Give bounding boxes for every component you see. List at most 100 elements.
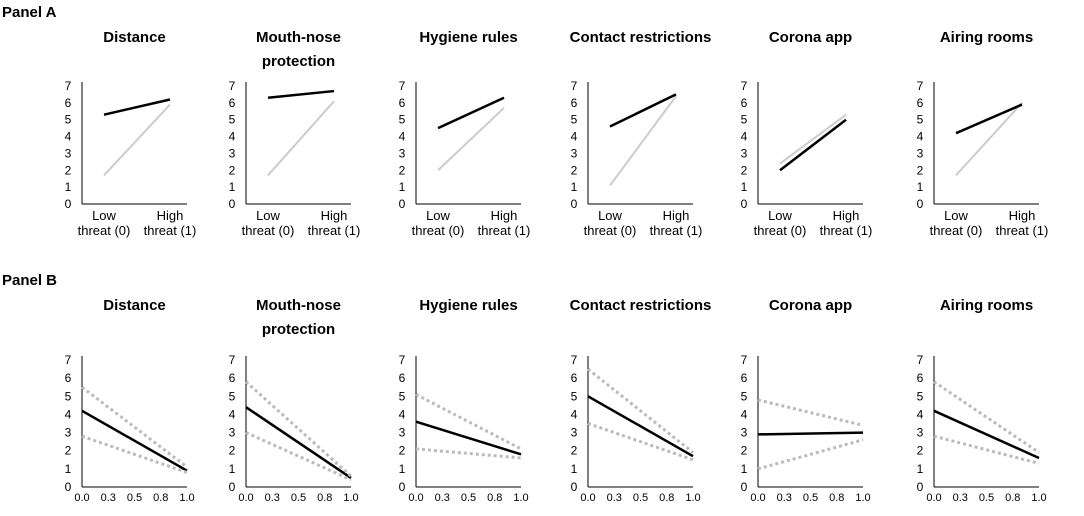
panel-b-label: Panel B: [2, 272, 58, 289]
chart-title-a1: Distance: [50, 26, 220, 50]
chart-title-line: Contact restrictions: [569, 297, 712, 314]
chart-title-line: Airing rooms: [939, 297, 1034, 314]
x-category-label: threat (1): [650, 223, 703, 238]
y-tick-label: 6: [399, 96, 406, 110]
y-tick-label: 5: [917, 389, 924, 403]
estimate-line: [245, 406, 352, 479]
estimate-line: [757, 431, 864, 436]
y-tick-label: 3: [399, 426, 406, 440]
x-category-label: Low: [256, 208, 280, 223]
ci-line-upper: [587, 367, 694, 454]
y-tick-label: 6: [741, 96, 748, 110]
x-category-label: threat (1): [478, 223, 531, 238]
ci-line-upper: [244, 380, 353, 478]
y-tick-label: 7: [229, 79, 236, 93]
x-tick-label: 1.0: [855, 492, 870, 504]
y-tick-label: 2: [741, 444, 748, 458]
y-tick-label: 7: [571, 353, 578, 367]
x-tick-label: 0.0: [750, 492, 765, 504]
x-category-label: Low: [426, 208, 450, 223]
x-category-label: High: [157, 208, 184, 223]
y-tick-label: 1: [917, 462, 924, 476]
ci-line-upper: [415, 393, 522, 451]
ci-line-upper: [757, 398, 864, 427]
y-tick-label: 7: [65, 79, 72, 93]
x-tick-label: 0.5: [803, 492, 818, 504]
y-tick-label: 5: [571, 389, 578, 403]
y-tick-label: 0: [229, 197, 236, 211]
series-line-black: [437, 96, 505, 130]
y-tick-label: 2: [399, 163, 406, 177]
x-tick-label: 0.0: [408, 492, 423, 504]
x-tick-label: 0.5: [979, 492, 994, 504]
x-tick-label: 0.8: [659, 492, 674, 504]
y-tick-label: 1: [65, 462, 72, 476]
x-category-label: Low: [92, 208, 116, 223]
ci-line-lower: [81, 434, 188, 474]
chart-title-line: Contact restrictions: [569, 29, 712, 46]
chart-title-line: protection: [261, 53, 336, 70]
x-category-label: threat (1): [308, 223, 361, 238]
ci-line-lower: [245, 431, 352, 482]
y-tick-label: 0: [917, 197, 924, 211]
y-tick-label: 0: [399, 197, 406, 211]
x-tick-label: 0.3: [435, 492, 450, 504]
chart-title-line: Corona app: [768, 297, 853, 314]
y-tick-label: 4: [65, 407, 72, 421]
series-line-black: [103, 98, 171, 116]
chart-title-a2: Mouth-nose protection: [214, 26, 384, 74]
y-tick-label: 5: [65, 113, 72, 127]
y-tick-label: 7: [229, 353, 236, 367]
estimate-line: [587, 395, 694, 458]
estimate-line: [415, 420, 522, 456]
y-tick-label: 0: [399, 480, 406, 494]
x-tick-label: 0.0: [580, 492, 595, 504]
y-tick-label: 6: [399, 371, 406, 385]
y-tick-label: 7: [741, 353, 748, 367]
y-tick-label: 5: [399, 113, 406, 127]
x-category-label: Low: [944, 208, 968, 223]
y-tick-label: 2: [65, 163, 72, 177]
y-tick-label: 3: [65, 146, 72, 160]
x-category-label: threat (1): [144, 223, 197, 238]
x-category-label: High: [663, 208, 690, 223]
y-tick-label: 0: [741, 480, 748, 494]
x-tick-label: 1.0: [685, 492, 700, 504]
x-category-label: threat (0): [584, 223, 637, 238]
x-tick-label: 0.8: [153, 492, 168, 504]
y-tick-label: 1: [65, 180, 72, 194]
y-tick-label: 7: [571, 79, 578, 93]
x-tick-label: 0.0: [74, 492, 89, 504]
series-line-black: [955, 103, 1023, 135]
panel-a-label: Panel A: [2, 4, 57, 21]
x-tick-label: 0.0: [238, 492, 253, 504]
y-tick-label: 0: [741, 197, 748, 211]
y-tick-label: 7: [65, 353, 72, 367]
chart-title-line: Mouth-nose: [256, 29, 341, 46]
y-tick-label: 4: [571, 407, 578, 421]
x-tick-label: 0.3: [265, 492, 280, 504]
chart-title-a3: Hygiene rules: [384, 26, 554, 50]
y-tick-label: 1: [741, 180, 748, 194]
chart-title-line: Mouth-nose: [256, 297, 341, 314]
y-tick-label: 5: [229, 113, 236, 127]
y-tick-label: 2: [917, 444, 924, 458]
y-tick-label: 1: [229, 180, 236, 194]
y-tick-label: 5: [571, 113, 578, 127]
y-tick-label: 7: [917, 79, 924, 93]
x-tick-label: 0.5: [633, 492, 648, 504]
x-category-label: Low: [598, 208, 622, 223]
y-tick-label: 6: [65, 96, 72, 110]
chart-title-b5: Corona app: [726, 294, 896, 318]
y-tick-label: 2: [229, 444, 236, 458]
x-category-label: High: [833, 208, 860, 223]
y-tick-label: 1: [229, 462, 236, 476]
y-tick-label: 5: [65, 389, 72, 403]
y-tick-label: 2: [741, 163, 748, 177]
y-tick-label: 7: [399, 79, 406, 93]
series-line-grey: [609, 95, 677, 187]
y-tick-label: 0: [571, 197, 578, 211]
y-tick-label: 4: [741, 407, 748, 421]
ci-line-lower: [587, 422, 694, 462]
